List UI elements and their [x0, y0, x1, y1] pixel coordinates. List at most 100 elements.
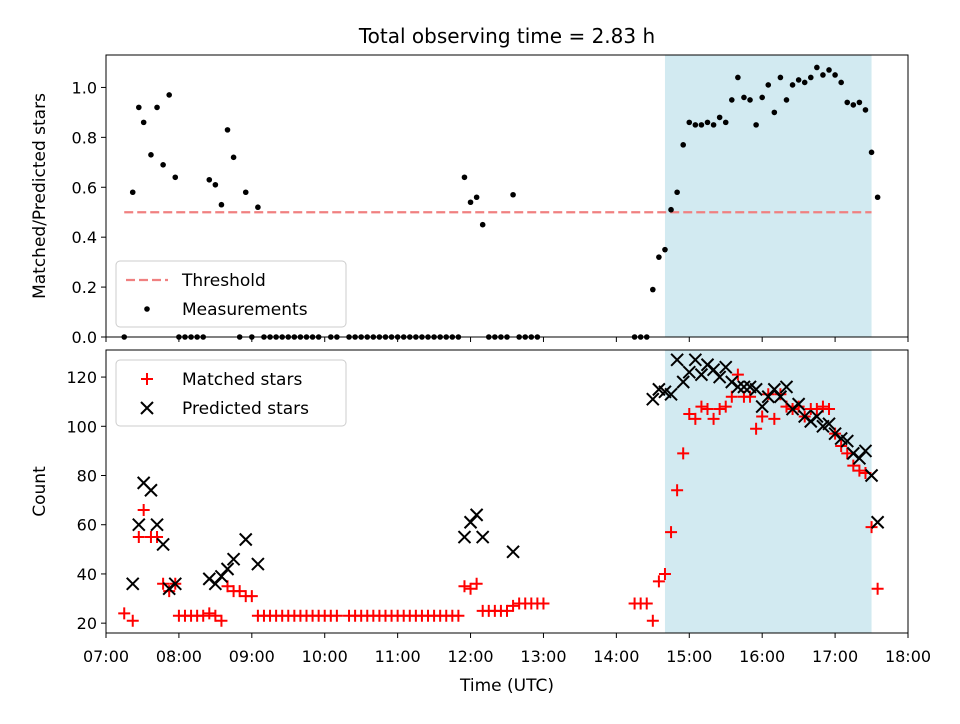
data-point	[810, 409, 824, 424]
data-point	[823, 403, 836, 416]
data-point	[731, 368, 744, 381]
chart-title: Total observing time = 2.83 h	[358, 24, 655, 48]
data-point	[680, 142, 686, 148]
data-point	[151, 531, 164, 544]
data-point	[683, 407, 696, 420]
data-point	[209, 609, 222, 622]
data-point	[537, 597, 550, 610]
data-point	[457, 530, 472, 544]
data-point	[671, 484, 684, 497]
y-tick-label: 0.8	[72, 128, 97, 147]
data-point	[856, 99, 863, 106]
data-point	[777, 74, 784, 81]
data-point	[807, 74, 814, 81]
y-tick-label: 80	[77, 467, 97, 486]
data-point	[469, 508, 484, 522]
axes-frame	[105, 54, 909, 338]
data-point	[765, 82, 772, 88]
data-point	[251, 557, 265, 571]
y-tick-label: 100	[66, 417, 97, 436]
x-tick-label: 10:00	[302, 647, 348, 666]
data-point	[330, 609, 343, 622]
data-point	[132, 518, 146, 532]
data-point	[832, 72, 838, 78]
data-point	[749, 382, 763, 397]
data-point	[136, 104, 142, 111]
data-point	[475, 530, 490, 544]
data-point	[701, 403, 714, 416]
y-axis-label: Count	[30, 466, 50, 517]
data-point	[874, 194, 881, 201]
data-point	[682, 365, 696, 379]
y-tick-label: 0.2	[72, 278, 97, 297]
data-point	[688, 353, 703, 367]
x-tick-label: 13:00	[520, 647, 566, 666]
data-point	[510, 191, 516, 198]
y-tick-label: 1.0	[72, 78, 97, 97]
x-tick-label: 12:00	[447, 647, 493, 666]
data-point	[759, 94, 765, 101]
y-axis-label: Matched/Predicted stars	[30, 93, 50, 299]
data-point	[707, 412, 720, 425]
data-point	[206, 176, 213, 183]
data-point	[847, 459, 860, 472]
x-tick-label: 16:00	[739, 647, 785, 666]
data-point	[132, 531, 145, 544]
data-point	[779, 380, 794, 394]
data-point	[735, 74, 741, 81]
data-point	[844, 99, 851, 106]
data-point	[692, 122, 699, 128]
data-point	[801, 79, 808, 86]
top-panel: 0.0 0.2 0.4 0.6 0.8 1.0 Matched/Predicted star…	[30, 54, 909, 347]
series-measurements	[121, 64, 881, 340]
data-point	[226, 552, 241, 566]
data-point	[677, 447, 690, 460]
data-point	[473, 194, 480, 201]
data-point	[716, 114, 723, 121]
x-tick-label: 08:00	[156, 647, 202, 666]
data-point	[768, 412, 781, 425]
data-point	[858, 444, 873, 458]
data-point	[670, 353, 684, 367]
data-point	[731, 380, 745, 394]
data-point	[126, 577, 140, 591]
data-point	[118, 607, 131, 620]
data-point	[712, 370, 727, 384]
data-point	[870, 515, 885, 529]
data-point	[753, 122, 759, 128]
data-point	[220, 562, 235, 576]
data-point	[773, 390, 788, 404]
data-point	[789, 82, 796, 88]
data-point	[795, 77, 802, 83]
data-point	[255, 204, 261, 211]
data-point	[239, 532, 253, 547]
data-point	[719, 400, 732, 413]
y-tick-label: 0.4	[72, 228, 97, 247]
data-point	[664, 387, 678, 402]
data-point	[729, 97, 735, 103]
data-point	[698, 122, 705, 128]
data-point	[126, 614, 139, 627]
data-point	[665, 526, 678, 539]
data-point	[218, 201, 225, 208]
data-point	[163, 585, 176, 598]
series-predicted-stars	[126, 353, 885, 596]
data-point	[741, 94, 747, 101]
shaded-span	[664, 55, 872, 337]
data-point	[129, 189, 136, 196]
data-point	[791, 397, 806, 411]
x-tick-label: 17:00	[812, 647, 858, 666]
x-tick-label: 15:00	[666, 647, 712, 666]
y-tick-label: 40	[77, 565, 97, 584]
data-point	[668, 206, 674, 213]
x-tick-label: 14:00	[593, 647, 639, 666]
data-point	[838, 79, 844, 86]
x-tick-label: 09:00	[229, 647, 275, 666]
data-point	[689, 412, 702, 425]
legend-label: Threshold	[181, 271, 266, 291]
data-point	[458, 580, 471, 593]
legend-label: Predicted stars	[182, 399, 309, 419]
legend-box	[115, 260, 347, 328]
